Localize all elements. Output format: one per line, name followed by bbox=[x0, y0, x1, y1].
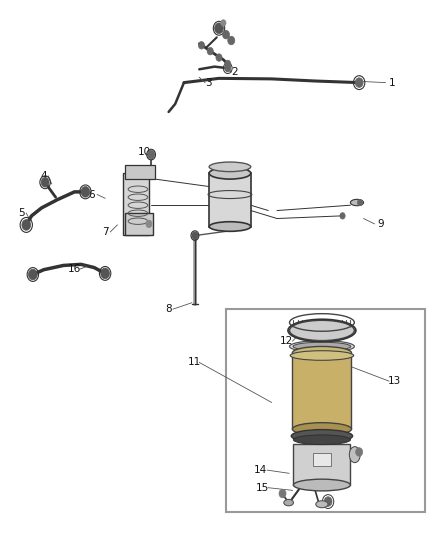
Bar bbox=[123, 173, 149, 235]
Ellipse shape bbox=[293, 423, 351, 435]
Circle shape bbox=[207, 47, 213, 55]
Circle shape bbox=[355, 78, 363, 87]
Circle shape bbox=[225, 60, 231, 68]
Bar bbox=[125, 165, 155, 179]
Circle shape bbox=[22, 220, 31, 230]
Ellipse shape bbox=[291, 430, 353, 442]
Circle shape bbox=[148, 150, 155, 159]
Text: 4: 4 bbox=[40, 171, 47, 181]
Circle shape bbox=[81, 187, 90, 197]
Ellipse shape bbox=[284, 499, 293, 506]
Ellipse shape bbox=[293, 346, 351, 359]
Ellipse shape bbox=[209, 162, 251, 172]
Bar bbox=[313, 453, 331, 466]
Text: 14: 14 bbox=[254, 465, 267, 475]
Bar bbox=[125, 213, 153, 235]
Polygon shape bbox=[293, 444, 350, 485]
Text: 12: 12 bbox=[280, 336, 293, 346]
Text: 10: 10 bbox=[138, 147, 151, 157]
Circle shape bbox=[146, 220, 152, 228]
Ellipse shape bbox=[209, 167, 251, 179]
Text: 15: 15 bbox=[256, 483, 269, 492]
Text: 16: 16 bbox=[68, 264, 81, 274]
Ellipse shape bbox=[290, 341, 354, 352]
Polygon shape bbox=[293, 353, 351, 429]
Text: 8: 8 bbox=[165, 304, 172, 314]
Ellipse shape bbox=[293, 435, 350, 445]
Circle shape bbox=[324, 497, 332, 506]
Circle shape bbox=[28, 269, 37, 280]
Circle shape bbox=[225, 64, 231, 72]
Text: 5: 5 bbox=[18, 208, 25, 218]
Circle shape bbox=[228, 36, 235, 45]
Text: 11: 11 bbox=[188, 358, 201, 367]
Circle shape bbox=[340, 213, 345, 219]
Circle shape bbox=[215, 23, 223, 34]
Ellipse shape bbox=[293, 342, 351, 351]
Text: 3: 3 bbox=[205, 78, 212, 87]
Text: 13: 13 bbox=[388, 376, 401, 386]
Circle shape bbox=[216, 54, 222, 61]
Text: 6: 6 bbox=[88, 190, 95, 199]
Circle shape bbox=[357, 199, 363, 206]
Circle shape bbox=[221, 20, 226, 26]
Text: 1: 1 bbox=[389, 78, 396, 87]
Text: 2: 2 bbox=[231, 67, 238, 77]
Bar bbox=[226, 309, 425, 512]
Ellipse shape bbox=[209, 222, 251, 231]
Text: 7: 7 bbox=[102, 227, 109, 237]
Circle shape bbox=[192, 232, 198, 239]
Ellipse shape bbox=[350, 447, 360, 463]
Ellipse shape bbox=[293, 479, 350, 491]
Ellipse shape bbox=[290, 351, 354, 360]
Ellipse shape bbox=[316, 501, 328, 507]
Ellipse shape bbox=[350, 199, 364, 206]
Circle shape bbox=[356, 448, 363, 456]
Polygon shape bbox=[209, 173, 251, 227]
Circle shape bbox=[101, 268, 110, 279]
Circle shape bbox=[198, 42, 205, 49]
Ellipse shape bbox=[290, 320, 354, 341]
Circle shape bbox=[279, 489, 286, 498]
Circle shape bbox=[41, 177, 49, 187]
Circle shape bbox=[223, 30, 230, 39]
Text: 9: 9 bbox=[378, 219, 385, 229]
